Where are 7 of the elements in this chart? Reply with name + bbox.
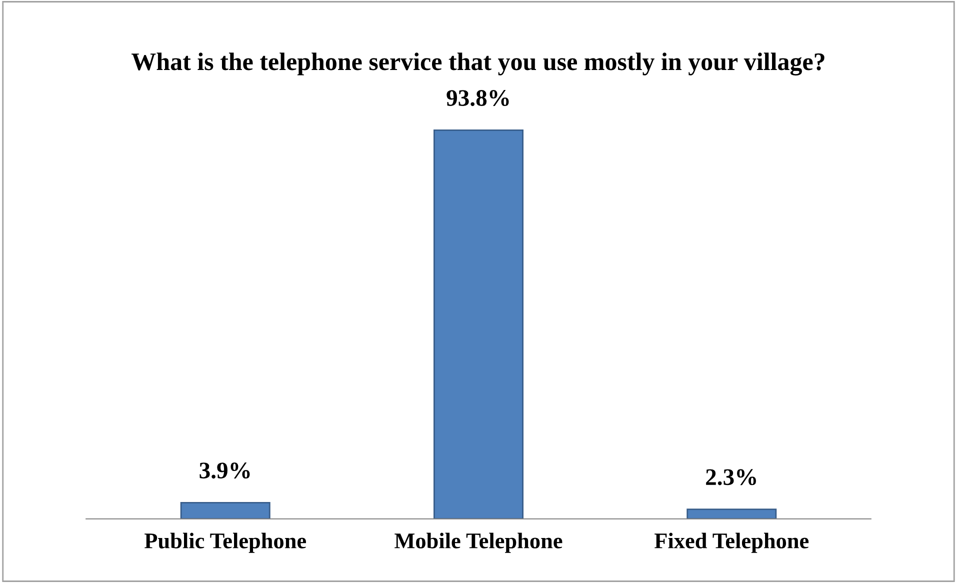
x-tick-label: Mobile Telephone bbox=[394, 532, 562, 553]
x-tick-label: Fixed Telephone bbox=[654, 532, 809, 553]
data-label: 93.8% bbox=[446, 90, 509, 106]
chart-title: What is the telephone service that you use mostly in your village? bbox=[132, 52, 824, 76]
data-label: 3.9% bbox=[200, 462, 250, 479]
x-tick-label: Public Telephone bbox=[144, 532, 306, 553]
data-label: 2.3% bbox=[706, 469, 756, 486]
